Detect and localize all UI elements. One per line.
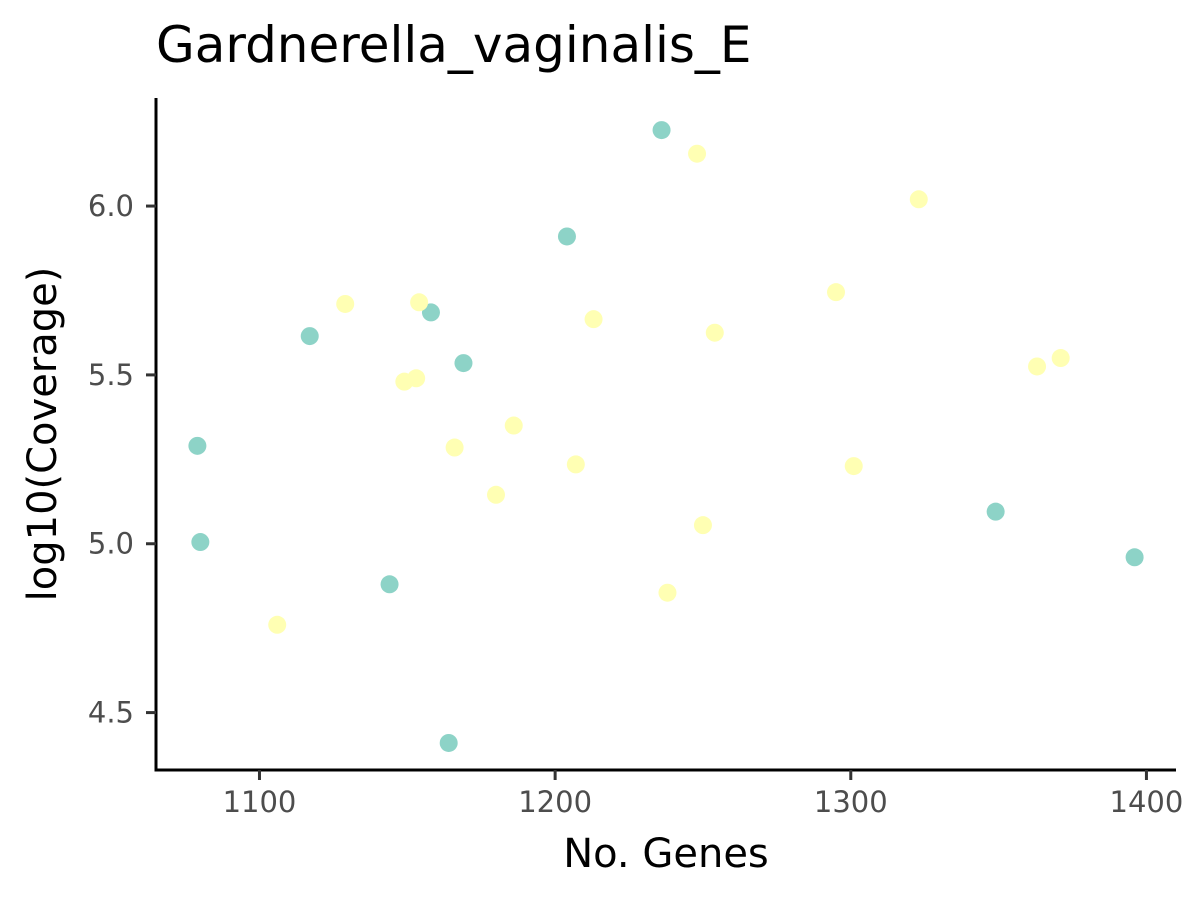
data-point xyxy=(487,485,505,504)
y-tick-label: 4.5 xyxy=(88,696,134,730)
x-axis-title: No. Genes xyxy=(563,831,769,877)
data-point xyxy=(454,354,473,373)
y-axis-title: log10(Coverage) xyxy=(20,267,66,602)
data-point xyxy=(410,293,429,312)
data-point xyxy=(652,121,671,140)
data-point xyxy=(566,455,585,474)
y-tick-label: 5.0 xyxy=(88,527,134,561)
data-point xyxy=(421,303,440,322)
data-point xyxy=(395,372,414,391)
data-point xyxy=(688,144,707,163)
data-point xyxy=(584,310,603,329)
data-point xyxy=(439,733,458,752)
data-point xyxy=(380,575,399,594)
y-axis-ticks: 4.5 5.0 5.5 6.0 xyxy=(88,189,156,730)
data-point xyxy=(188,436,207,455)
data-point xyxy=(557,227,576,246)
data-point xyxy=(1125,548,1144,567)
data-point xyxy=(844,457,863,476)
data-point xyxy=(336,294,355,313)
data-point xyxy=(268,615,287,634)
data-point xyxy=(1051,349,1070,368)
data-point xyxy=(191,533,210,552)
x-axis-ticks: 1100 1200 1300 1400 xyxy=(223,770,1184,819)
data-points xyxy=(188,121,1144,752)
x-tick-label: 1400 xyxy=(1110,785,1184,819)
data-point xyxy=(504,416,523,435)
data-point xyxy=(705,323,724,342)
chart-title: Gardnerella_vaginalis_E xyxy=(156,16,752,74)
x-tick-label: 1300 xyxy=(814,785,888,819)
data-point xyxy=(693,516,712,535)
y-tick-label: 6.0 xyxy=(88,189,134,223)
x-tick-label: 1200 xyxy=(518,785,592,819)
data-point xyxy=(909,190,928,209)
y-tick-label: 5.5 xyxy=(88,358,134,392)
data-point xyxy=(445,438,464,457)
x-tick-label: 1100 xyxy=(223,785,297,819)
data-point xyxy=(986,502,1005,521)
data-point xyxy=(300,327,319,346)
data-point xyxy=(658,583,677,602)
data-point xyxy=(827,283,845,302)
data-point xyxy=(1028,357,1047,376)
